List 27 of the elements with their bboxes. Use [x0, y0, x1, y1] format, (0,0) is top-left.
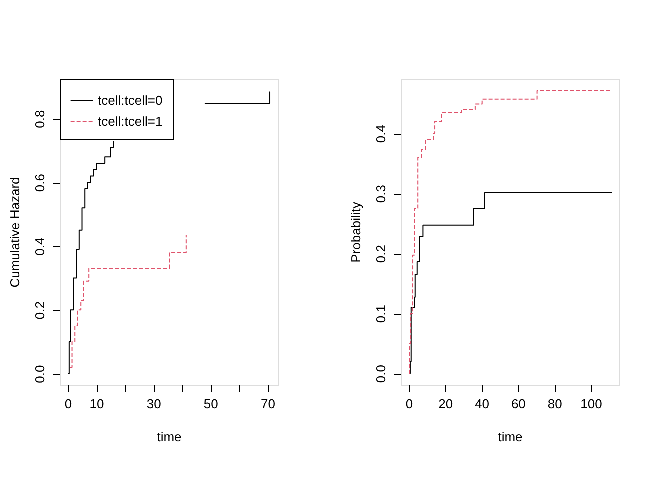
y-tick-label: 0.1	[374, 305, 388, 324]
legend-label: tcell:tcell=0	[98, 93, 163, 108]
x-tick-label: 80	[548, 396, 562, 412]
x-tick-label: 0	[406, 396, 414, 412]
y-tick-label: 0.0	[374, 365, 388, 384]
x-tick-label: 0	[64, 396, 72, 412]
y-tick-label: 0.0	[32, 365, 48, 384]
x-tick-label: 40	[475, 396, 490, 412]
x-tick-label: 100	[580, 396, 602, 412]
x-axis-title: time	[157, 430, 182, 444]
x-tick-label: 60	[511, 396, 526, 412]
x-tick-label: 20	[438, 396, 454, 412]
y-tick-label: 0.8	[32, 110, 48, 128]
x-tick-label: 50	[204, 396, 218, 412]
y-axis-title: Cumulative Hazard	[8, 177, 22, 288]
x-tick-label: 30	[146, 396, 162, 412]
x-axis-title: time	[498, 430, 523, 444]
x-tick-label: 70	[260, 396, 276, 412]
y-axis-title: Probability	[348, 202, 364, 263]
y-tick-label: 0.2	[32, 302, 48, 320]
x-tick-label: 10	[90, 396, 104, 412]
y-tick-label: 0.4	[374, 125, 388, 144]
y-tick-label: 0.2	[374, 245, 388, 264]
y-tick-label: 0.3	[374, 185, 388, 204]
legend-label: tcell:tcell=1	[98, 114, 163, 129]
y-tick-label: 0.6	[32, 174, 48, 192]
y-tick-label: 0.4	[32, 238, 48, 256]
